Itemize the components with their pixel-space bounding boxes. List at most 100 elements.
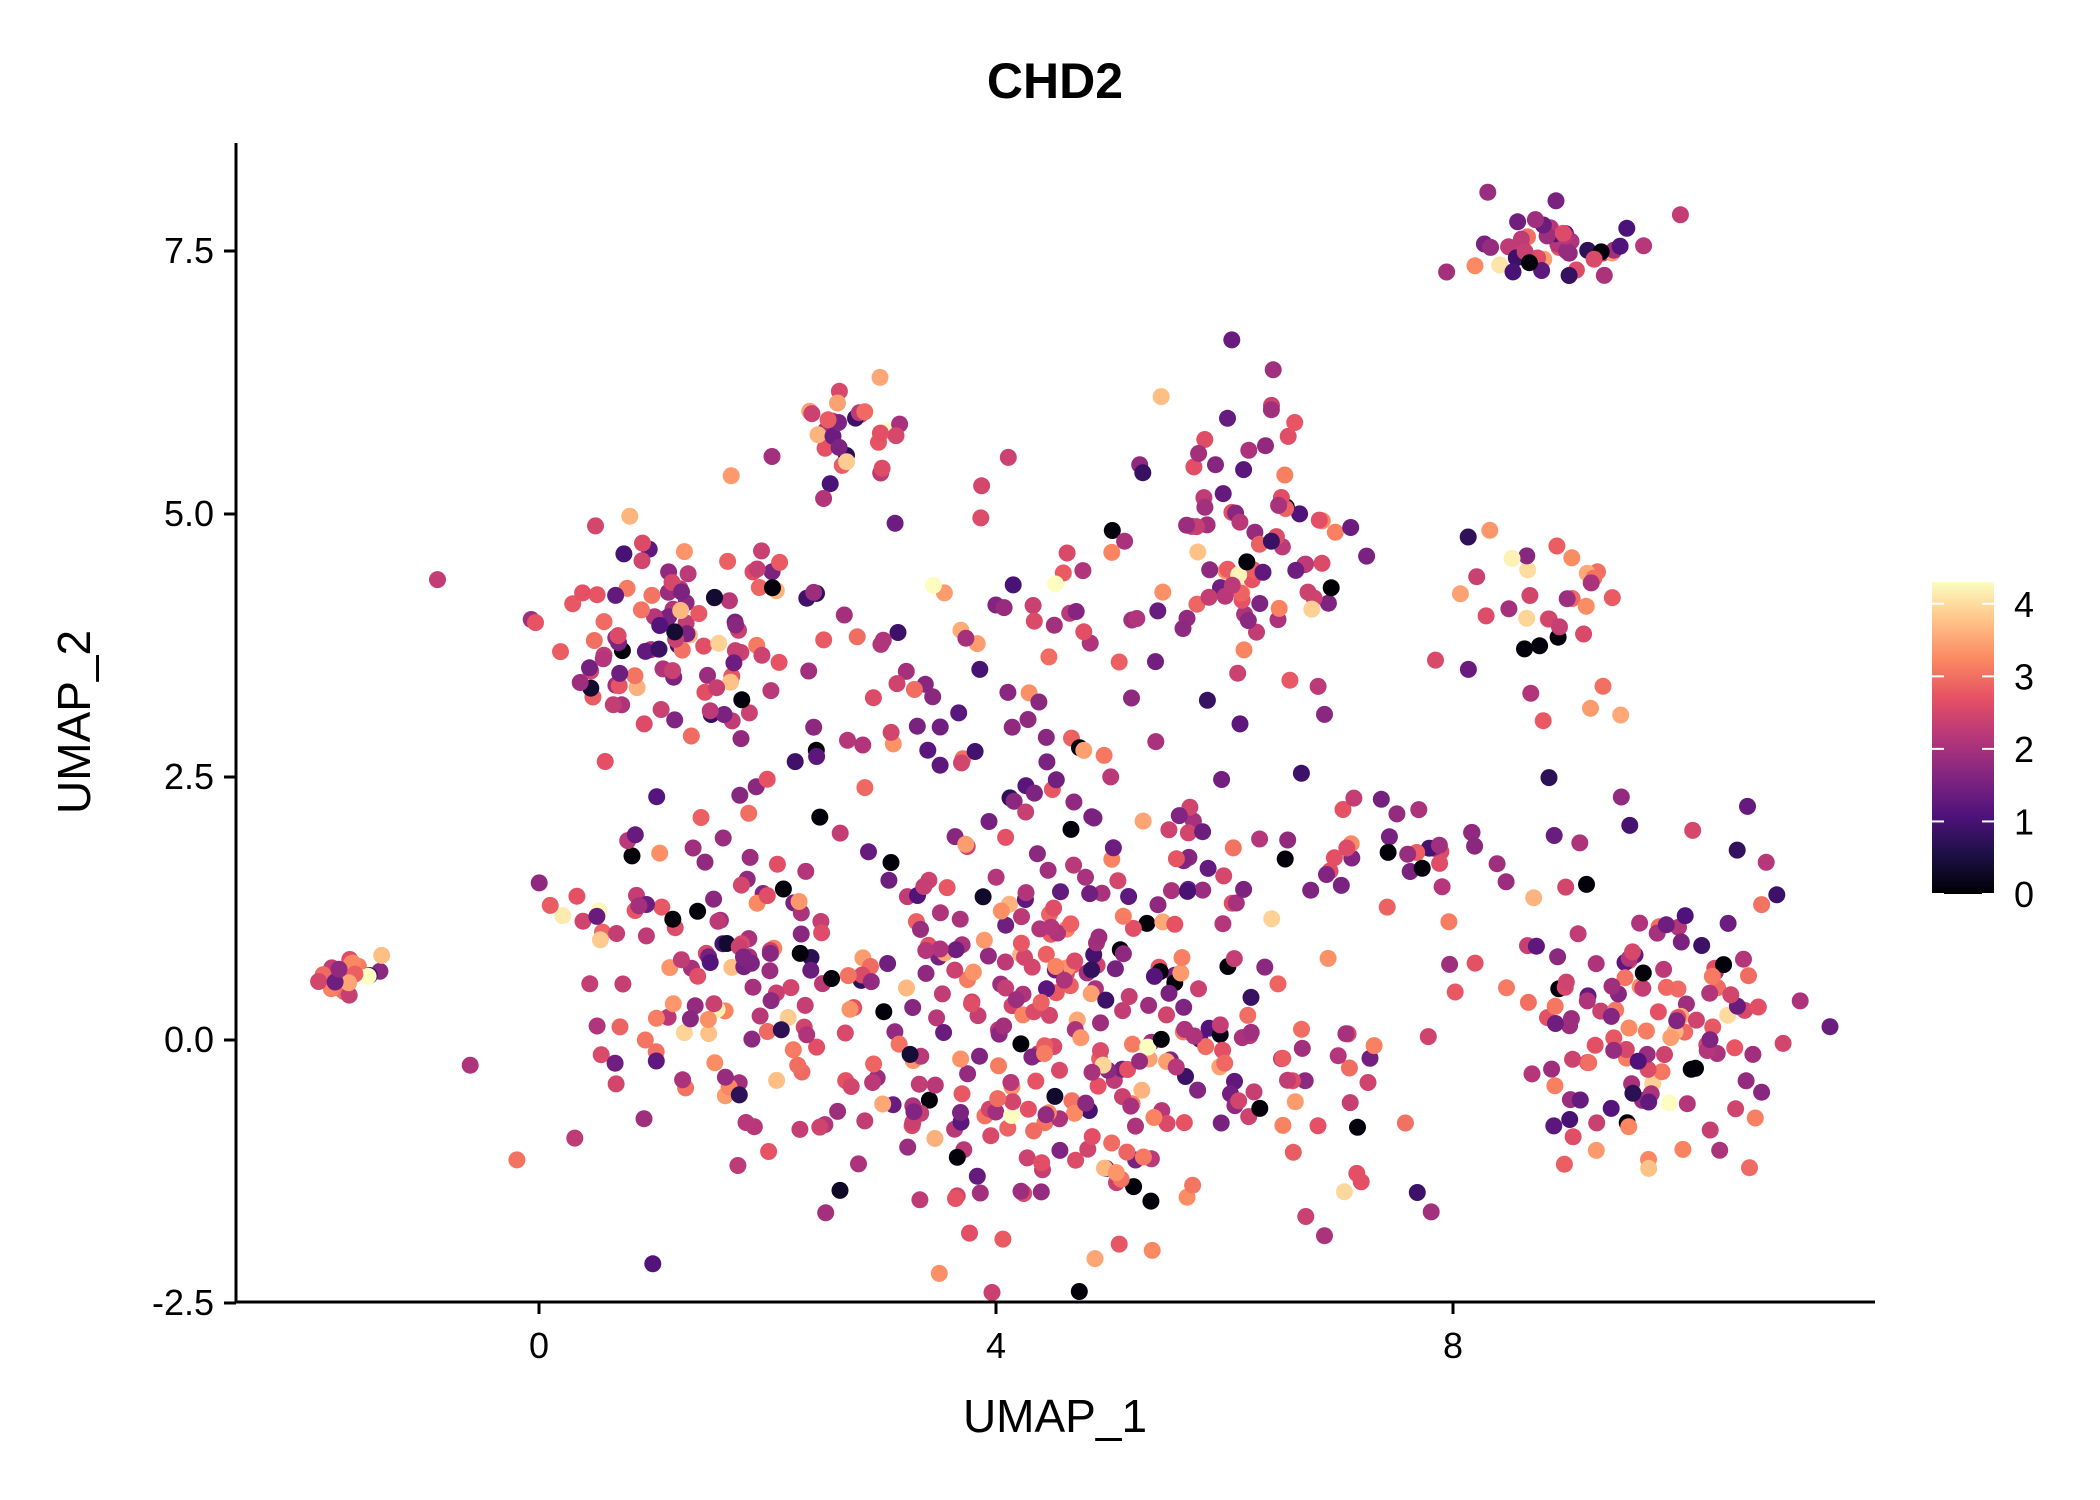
- scatter-points: [310, 183, 1839, 1301]
- cell-point: [1197, 1038, 1215, 1056]
- cell-point: [1092, 1042, 1109, 1060]
- cell-point: [636, 642, 654, 660]
- cell-point: [1543, 1060, 1561, 1078]
- cell-point: [1142, 1192, 1160, 1210]
- cell-point: [897, 662, 915, 680]
- cell-point: [1179, 882, 1196, 900]
- cell-point: [1231, 715, 1249, 733]
- cell-point: [588, 907, 606, 925]
- cell-point: [1348, 1164, 1366, 1182]
- cell-point: [1671, 206, 1689, 224]
- y-tick-label: 7.5: [164, 230, 214, 271]
- cell-point: [1334, 801, 1352, 818]
- cell-point: [1571, 1091, 1589, 1109]
- cell-point: [875, 1003, 893, 1021]
- cell-point: [1251, 830, 1269, 848]
- cell-point: [1172, 964, 1190, 982]
- cell-point: [831, 1181, 849, 1199]
- cell-point: [1198, 691, 1216, 709]
- cell-point: [595, 613, 613, 631]
- cell-point: [1030, 693, 1048, 711]
- cell-point: [1612, 788, 1630, 806]
- cell-point: [882, 854, 900, 871]
- cell-point: [1102, 768, 1120, 786]
- cell-point: [606, 1054, 624, 1072]
- cell-point: [679, 565, 697, 583]
- cell-point: [1678, 1095, 1696, 1113]
- cell-point: [805, 583, 823, 601]
- cell-point: [1070, 1283, 1088, 1300]
- cell-point: [1521, 587, 1539, 604]
- cell-point: [947, 941, 965, 959]
- cell-point: [699, 1011, 717, 1028]
- cell-point: [994, 1230, 1012, 1248]
- cell-point: [1075, 741, 1093, 759]
- cell-point: [692, 809, 710, 826]
- cell-point: [1270, 599, 1288, 617]
- cell-point: [915, 878, 933, 895]
- cell-point: [1701, 1121, 1719, 1139]
- cell-point: [1481, 521, 1499, 539]
- cell-point: [1649, 1003, 1667, 1021]
- colorbar-tick-label: 2: [2014, 729, 2034, 770]
- cell-point: [1002, 1074, 1020, 1091]
- cell-point: [838, 453, 856, 471]
- cell-point: [1739, 797, 1756, 815]
- cell-point: [1629, 1052, 1647, 1070]
- cell-point: [911, 1191, 929, 1209]
- cell-point: [1189, 1081, 1207, 1099]
- cell-point: [889, 624, 907, 641]
- cell-point: [1498, 979, 1515, 997]
- cell-point: [1274, 1049, 1292, 1067]
- cell-point: [1520, 254, 1538, 272]
- cell-point: [647, 1009, 665, 1027]
- cell-point: [1522, 684, 1540, 702]
- cell-point: [1152, 388, 1170, 406]
- cell-point: [748, 560, 766, 578]
- cell-point: [1196, 498, 1214, 516]
- cell-point: [805, 718, 823, 736]
- cell-point: [1558, 590, 1576, 608]
- cell-point: [1039, 861, 1057, 879]
- cell-point: [789, 1056, 807, 1074]
- cell-point: [1687, 1011, 1705, 1029]
- cell-point: [666, 623, 684, 641]
- cell-point: [792, 925, 810, 943]
- cell-point: [1325, 849, 1343, 867]
- cell-point: [715, 706, 733, 723]
- cell-point: [1631, 914, 1649, 932]
- cell-point: [1287, 561, 1305, 579]
- cell-point: [568, 887, 586, 905]
- cell-point: [1256, 958, 1274, 976]
- cell-point: [1341, 1094, 1359, 1112]
- cell-point: [1067, 603, 1085, 620]
- cell-point: [1038, 980, 1055, 998]
- cell-point: [706, 588, 724, 606]
- cell-point: [1668, 1012, 1686, 1030]
- cell-point: [1564, 1050, 1582, 1068]
- cell-point: [1728, 841, 1746, 859]
- cell-point: [1753, 896, 1771, 914]
- cell-point: [310, 973, 328, 990]
- cell-point: [1065, 856, 1083, 874]
- cell-point: [571, 674, 589, 691]
- cell-point: [1212, 1114, 1230, 1132]
- cell-point: [1074, 562, 1092, 580]
- cell-point: [1293, 1020, 1310, 1038]
- y-tick-label: 5.0: [164, 493, 214, 534]
- cell-point: [839, 967, 857, 985]
- cell-point: [912, 920, 929, 938]
- cell-point: [637, 927, 655, 945]
- cell-point: [1549, 948, 1567, 966]
- cell-point: [762, 682, 780, 700]
- cell-point: [1292, 764, 1310, 782]
- cell-point: [1051, 1141, 1069, 1159]
- cell-point: [919, 741, 937, 759]
- cell-point: [887, 427, 905, 445]
- cell-point: [1618, 219, 1636, 237]
- cell-point: [1446, 983, 1464, 1001]
- cell-point: [1431, 854, 1449, 872]
- cell-point: [1040, 648, 1058, 666]
- cell-point: [764, 579, 781, 597]
- cell-point: [1587, 955, 1605, 973]
